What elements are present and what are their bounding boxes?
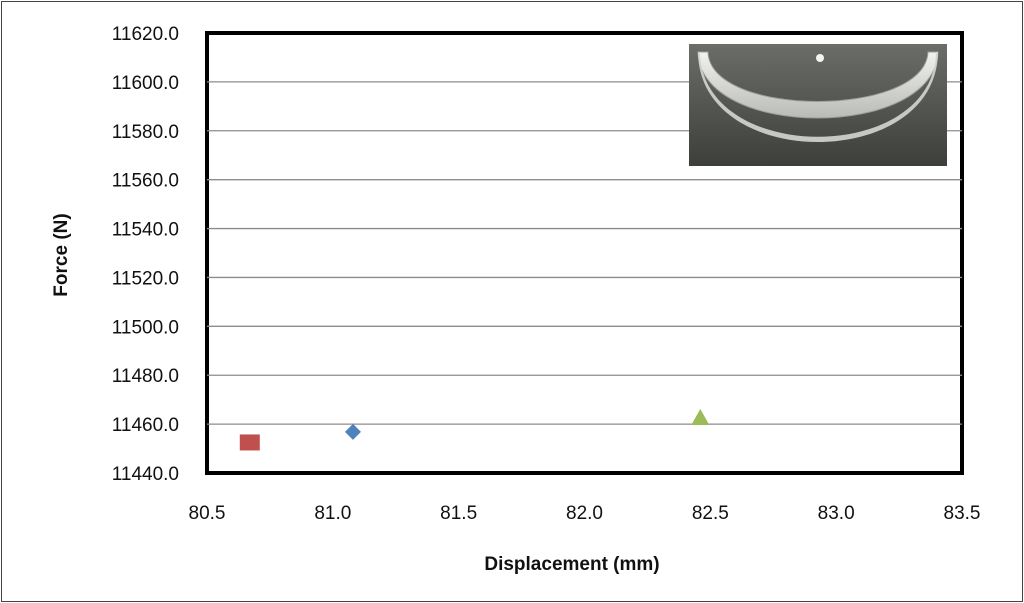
y-tick-label: 11520.0 [112,268,179,289]
y-tick-label: 11580.0 [112,122,179,143]
data-point-square [239,434,260,451]
y-tick-label: 11440.0 [112,464,179,485]
y-tick-labels: 11440.0 11460.0 11480.0 11500.0 11520.0 11540… [112,24,179,485]
x-tick-label: 83.0 [818,503,855,524]
y-tick-label: 11600.0 [112,73,179,94]
x-tick-label: 81.0 [314,503,351,524]
y-tick-label: 11480.0 [112,366,179,387]
y-tick-label: 11460.0 [112,415,179,436]
data-point-triangle [691,409,710,425]
x-axis-title: Displacement (mm) [484,554,659,575]
y-axis-title: Force (N) [51,213,72,296]
data-markers [239,409,710,451]
x-tick-label: 83.5 [944,503,981,524]
data-point-diamond [344,423,361,440]
x-tick-label: 81.5 [440,503,477,524]
y-tick-label: 11560.0 [112,171,179,192]
x-tick-label: 82.0 [566,503,603,524]
y-tick-label: 11540.0 [112,220,179,241]
x-tick-label: 82.5 [692,503,729,524]
y-tick-label: 11500.0 [112,317,179,338]
y-tick-label: 11620.0 [112,24,179,45]
x-tick-label: 80.5 [189,503,226,524]
x-tick-labels: 80.5 81.0 81.5 82.0 82.5 83.0 83.5 [189,503,981,524]
inset-specimen-photo [689,44,947,166]
